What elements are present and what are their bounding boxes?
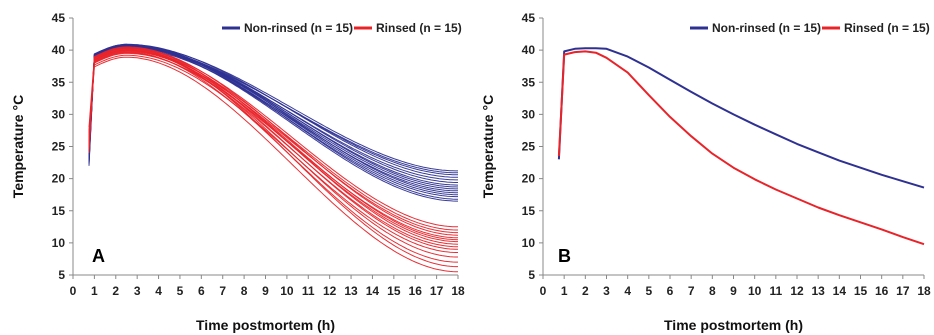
series-line-non-rinsed: [557, 47, 925, 189]
legend-label: Non-rinsed (n = 15): [712, 21, 821, 35]
series-line: [88, 52, 458, 248]
x-tick-label: 17: [896, 284, 910, 298]
x-tick-label: 15: [854, 284, 868, 298]
x-axis-title: Time postmortem (h): [664, 317, 803, 333]
x-tick-label: 13: [344, 284, 358, 298]
x-tick-label: 1: [561, 284, 568, 298]
panel-label: A: [92, 246, 105, 266]
series-line: [88, 46, 459, 236]
x-tick-label: 7: [688, 284, 695, 298]
y-tick-label: 10: [522, 236, 536, 250]
series-line: [88, 51, 458, 263]
x-tick-label: 10: [280, 284, 294, 298]
x-tick-label: 14: [366, 284, 380, 298]
x-tick-label: 7: [219, 284, 226, 298]
y-tick-label: 35: [52, 75, 66, 89]
y-tick-label: 5: [58, 268, 65, 282]
x-tick-label: 4: [624, 284, 631, 298]
legend-label: Rinsed (n = 15): [376, 21, 462, 35]
series-line: [88, 54, 458, 253]
x-tick-label: 0: [540, 284, 547, 298]
x-tick-label: 2: [112, 284, 119, 298]
x-tick-label: 0: [70, 284, 77, 298]
x-tick-label: 12: [323, 284, 337, 298]
series-line: [88, 49, 458, 250]
y-tick-label: 45: [522, 11, 536, 25]
x-tick-label: 16: [875, 284, 889, 298]
x-tick-label: 3: [134, 284, 141, 298]
series-line: [88, 45, 458, 202]
y-tick-label: 40: [52, 43, 66, 57]
y-tick-label: 20: [52, 172, 66, 186]
panel-label: B: [558, 246, 571, 266]
series-line-rinsed: [557, 50, 925, 246]
x-tick-label: 8: [241, 284, 248, 298]
y-axis-title: Temperature °C: [480, 95, 496, 198]
x-tick-label: 17: [430, 284, 444, 298]
y-tick-label: 5: [528, 268, 535, 282]
x-tick-label: 6: [667, 284, 674, 298]
x-tick-label: 8: [709, 284, 716, 298]
x-tick-label: 4: [155, 284, 162, 298]
series-line: [88, 52, 458, 239]
series-line: [88, 47, 458, 268]
y-tick-label: 25: [522, 140, 536, 154]
x-tick-label: 18: [451, 284, 465, 298]
x-tick-label: 2: [582, 284, 589, 298]
y-tick-label: 10: [52, 236, 66, 250]
y-tick-label: 40: [522, 43, 536, 57]
x-tick-label: 11: [302, 284, 315, 298]
x-tick-label: 3: [603, 284, 610, 298]
x-tick-label: 6: [198, 284, 205, 298]
x-tick-label: 9: [730, 284, 737, 298]
x-tick-label: 5: [645, 284, 652, 298]
series-line: [88, 47, 459, 245]
series-line: [88, 50, 458, 234]
y-tick-label: 30: [52, 107, 66, 121]
y-tick-label: 15: [52, 204, 66, 218]
series-line: [88, 45, 458, 196]
y-tick-label: 45: [52, 11, 66, 25]
series-line: [88, 43, 459, 194]
y-tick-label: 20: [522, 172, 536, 186]
x-tick-label: 14: [833, 284, 847, 298]
x-tick-label: 11: [769, 284, 782, 298]
series-group-rinsed: [88, 46, 459, 273]
series-line: [88, 56, 459, 273]
x-tick-label: 10: [748, 284, 762, 298]
x-tick-label: 18: [917, 284, 931, 298]
x-tick-label: 16: [409, 284, 423, 298]
x-tick-label: 9: [262, 284, 269, 298]
series-line: [88, 48, 459, 241]
y-tick-label: 30: [522, 107, 536, 121]
legend-label: Non-rinsed (n = 15): [244, 21, 353, 35]
series-line: [88, 49, 458, 258]
series-line: [88, 46, 458, 198]
y-tick-label: 35: [522, 75, 536, 89]
x-tick-label: 15: [387, 284, 401, 298]
legend-label: Rinsed (n = 15): [844, 21, 930, 35]
series-line: [88, 44, 458, 200]
x-tick-label: 1: [91, 284, 98, 298]
series-line: [88, 46, 459, 186]
y-axis-title: Temperature °C: [10, 95, 26, 198]
x-axis-title: Time postmortem (h): [196, 317, 335, 333]
series-line: [88, 47, 458, 192]
x-tick-label: 5: [177, 284, 184, 298]
x-tick-label: 12: [790, 284, 804, 298]
y-tick-label: 15: [522, 204, 536, 218]
y-tick-label: 25: [52, 140, 66, 154]
x-tick-label: 13: [811, 284, 825, 298]
series-line: [88, 47, 458, 181]
